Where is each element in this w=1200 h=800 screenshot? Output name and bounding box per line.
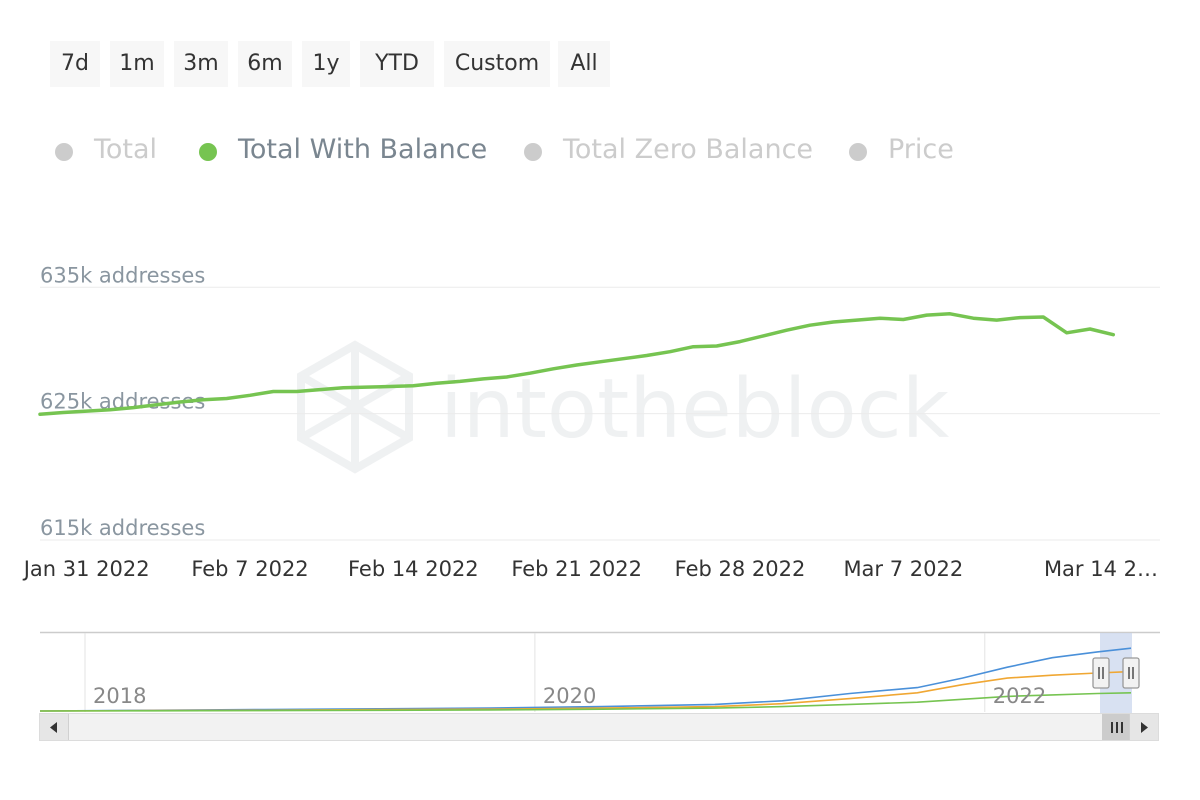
y-grid (40, 286, 1160, 541)
legend-item-total-with-balance[interactable]: Total With Balance (199, 130, 499, 170)
legend-item-total-zero-balance[interactable]: Total Zero Balance (524, 130, 824, 170)
scroll-left-button[interactable] (40, 714, 69, 740)
y-tick-label: 635k addresses (40, 263, 205, 287)
navigator-tick-label: 2018 (93, 684, 146, 708)
legend-dot-icon (199, 143, 217, 161)
x-tick-label: Feb 7 2022 (191, 557, 308, 581)
legend-label: Total With Balance (238, 134, 488, 165)
navigator-grid (84, 633, 986, 712)
range-button-3m[interactable]: 3m (174, 41, 228, 87)
legend-dot-icon (849, 143, 867, 161)
legend-dot-icon (524, 143, 542, 161)
grip-line (1121, 722, 1123, 733)
x-tick-label: Feb 21 2022 (511, 557, 642, 581)
scrollbar[interactable] (39, 713, 1159, 741)
watermark: intotheblock (297, 340, 950, 474)
scroll-right-button[interactable] (1129, 714, 1158, 740)
legend-item-total[interactable]: Total (55, 130, 175, 170)
y-tick-label: 615k addresses (40, 516, 205, 540)
navigator-handle-left[interactable] (1092, 657, 1110, 689)
legend-item-price[interactable]: Price (849, 130, 969, 170)
watermark-cube-icon (297, 340, 413, 474)
arrow-right-icon (1141, 722, 1148, 733)
watermark-text: intotheblock (440, 362, 950, 457)
x-axis-labels: Jan 31 2022 Feb 7 2022 Feb 14 2022 Feb 21 2… (22, 557, 1158, 581)
range-button-6m[interactable]: 6m (238, 41, 292, 87)
legend-label: Price (888, 134, 954, 165)
navigator-series-line (39, 692, 1132, 712)
range-button-custom[interactable]: Custom (444, 41, 550, 87)
x-tick-label: Mar 14 2… (1044, 557, 1158, 581)
navigator-tick-label: 2020 (543, 684, 596, 708)
navigator-series-group (39, 647, 1132, 712)
range-button-ytd[interactable]: YTD (360, 41, 434, 87)
legend-label: Total Zero Balance (563, 134, 814, 165)
x-tick-label: Jan 31 2022 (22, 557, 150, 581)
range-button-all[interactable]: All (558, 41, 610, 87)
arrow-left-icon (50, 722, 57, 733)
navigator-labels: 2018 2020 2022 (93, 684, 1046, 708)
series-line-total-with-balance[interactable] (38, 312, 1116, 417)
legend-dot-icon (55, 143, 73, 161)
range-button-1m[interactable]: 1m (110, 41, 164, 87)
navigator-handle-right[interactable] (1122, 657, 1140, 689)
range-button-1y[interactable]: 1y (302, 41, 350, 87)
main-series-group (38, 312, 1116, 417)
x-tick-label: Mar 7 2022 (843, 557, 963, 581)
navigator-tick-label: 2022 (993, 684, 1046, 708)
x-tick-label: Feb 14 2022 (348, 557, 479, 581)
grip-line (1111, 722, 1113, 733)
navigator[interactable]: 2018 2020 2022 (0, 620, 1200, 730)
grip-line (1116, 722, 1118, 733)
range-button-7d[interactable]: 7d (50, 41, 100, 87)
x-tick-label: Feb 28 2022 (675, 557, 806, 581)
scrollbar-thumb[interactable] (1102, 714, 1132, 740)
legend-label: Total (94, 134, 158, 165)
